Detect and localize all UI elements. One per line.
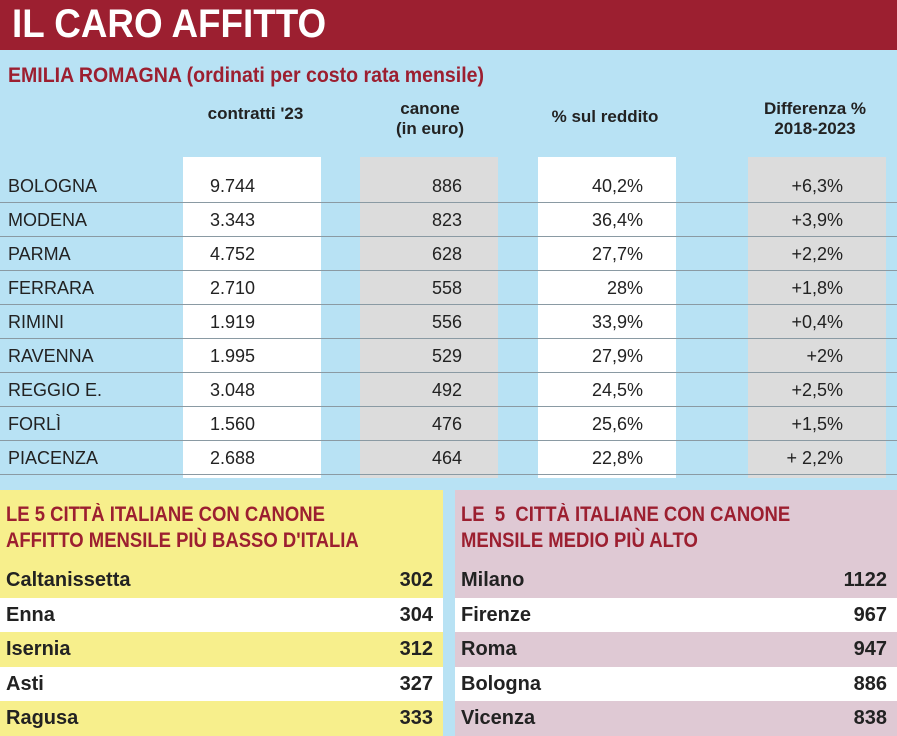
diff-cell: +2%: [806, 346, 843, 366]
canone-cell: 886: [431, 176, 462, 196]
diff-cell: + 2,2%: [786, 448, 843, 468]
column-header-contratti: contratti '23: [207, 104, 304, 123]
reddito-cell: 27,9%: [591, 346, 643, 366]
contratti-cell: 3.343: [210, 210, 256, 230]
column-header-diff: Differenza % 2018-2023: [763, 99, 867, 138]
header-bar: IL CARO AFFITTO: [0, 0, 897, 50]
canone-cell: 476: [431, 414, 462, 434]
table-row: PIACENZA 2.688 464 22,8% + 2,2%: [0, 441, 897, 475]
diff-cell: +2,5%: [791, 380, 843, 400]
reddito-cell: 25,6%: [591, 414, 643, 434]
canone-cell: 823: [431, 210, 462, 230]
contratti-cell: 1.995: [210, 346, 256, 366]
contratti-cell: 4.752: [210, 244, 256, 264]
diff-cell: +2,2%: [791, 244, 843, 264]
rent-value: 302: [399, 569, 433, 591]
reddito-cell: 28%: [606, 278, 643, 298]
city: PIACENZA: [8, 448, 99, 468]
column-reddito-bg: [538, 157, 676, 478]
city: RAVENNA: [8, 346, 94, 366]
lowest-rent-panel: LE 5 CITTÀ ITALIANE CON CANONE AFFITTO M…: [0, 490, 443, 736]
city-name: Firenze: [461, 603, 532, 626]
city-name: Milano: [461, 569, 525, 591]
canone-cell: 558: [431, 278, 462, 298]
page-title: IL CARO AFFITTO: [12, 2, 327, 46]
lowest-title: LE 5 CITTÀ ITALIANE CON CANONE AFFITTO M…: [6, 503, 359, 552]
city: MODENA: [8, 210, 88, 230]
column-header-canone: canone (in euro): [396, 99, 464, 138]
list-item: Milano 1122: [455, 563, 897, 597]
list-item: Isernia 312: [0, 632, 443, 666]
contratti-cell: 1.560: [210, 414, 256, 434]
table-row: RIMINI 1.919 556 33,9% +0,4%: [0, 305, 897, 339]
city: FORLÌ: [8, 414, 62, 434]
list-item: Bologna 886: [455, 666, 897, 701]
city: BOLOGNA: [8, 176, 98, 196]
rent-value: 1122: [843, 569, 887, 591]
rent-value: 967: [853, 603, 887, 626]
contratti-cell: 2.688: [210, 448, 256, 468]
reddito-cell: 33,9%: [591, 312, 643, 332]
diff-cell: +3,9%: [791, 210, 843, 230]
table-row: FORLÌ 1.560 476 25,6% +1,5%: [0, 407, 897, 441]
list-item: Caltanissetta 302: [0, 563, 443, 597]
diff-cell: +6,3%: [791, 176, 843, 196]
rent-value: 312: [399, 638, 433, 660]
column-contratti-bg: [183, 157, 321, 478]
reddito-cell: 36,4%: [591, 210, 643, 230]
city: REGGIO E.: [8, 380, 103, 400]
list-item: Roma 947: [455, 632, 897, 666]
rent-value: 333: [399, 707, 433, 729]
contratti-cell: 3.048: [210, 380, 256, 400]
rent-value: 886: [853, 672, 887, 695]
column-diff-bg: [748, 157, 886, 478]
table-row: MODENA 3.343 823 36,4% +3,9%: [0, 203, 897, 237]
list-item: Vicenza 838: [455, 701, 897, 735]
canone-cell: 492: [431, 380, 462, 400]
rent-value: 327: [399, 672, 433, 695]
city-name: Roma: [461, 638, 517, 660]
city-name: Asti: [6, 672, 44, 695]
diff-cell: +1,5%: [791, 414, 843, 434]
reddito-cell: 24,5%: [591, 380, 643, 400]
table-row: RAVENNA 1.995 529 27,9% +2%: [0, 339, 897, 373]
list-item: Ragusa 333: [0, 701, 443, 735]
reddito-cell: 27,7%: [591, 244, 643, 264]
contratti-cell: 2.710: [210, 278, 256, 298]
highest-title: LE 5 CITTÀ ITALIANE CON CANONE MENSILE M…: [461, 503, 791, 552]
table-row: PARMA 4.752 628 27,7% +2,2%: [0, 237, 897, 271]
city: FERRARA: [8, 278, 95, 298]
rent-value: 838: [853, 707, 887, 729]
canone-cell: 464: [431, 448, 462, 468]
contratti-cell: 1.919: [210, 312, 256, 332]
section-title: EMILIA ROMAGNA (ordinati per costo rata …: [8, 64, 485, 87]
list-item: Firenze 967: [455, 597, 897, 632]
table-row: REGGIO E. 3.048 492 24,5% +2,5%: [0, 373, 897, 407]
city-name: Ragusa: [6, 707, 79, 729]
column-header-reddito: % sul reddito: [551, 107, 659, 126]
rent-value: 304: [399, 603, 433, 626]
reddito-cell: 40,2%: [591, 176, 643, 196]
column-canone-bg: [360, 157, 498, 478]
canone-cell: 628: [431, 244, 462, 264]
city-name: Caltanissetta: [6, 569, 131, 591]
canone-cell: 529: [431, 346, 462, 366]
list-item: Asti 327: [0, 666, 443, 701]
city-name: Isernia: [6, 638, 71, 660]
contratti-cell: 9.744: [210, 176, 256, 196]
city-name: Enna: [6, 603, 55, 626]
city-name: Bologna: [461, 672, 541, 695]
city: PARMA: [8, 244, 71, 264]
rent-value: 947: [853, 638, 887, 660]
table-row: BOLOGNA 9.744 886 40,2% +6,3%: [0, 169, 897, 203]
city: RIMINI: [8, 312, 64, 332]
table-row: FERRARA 2.710 558 28% +1,8%: [0, 271, 897, 305]
city-name: Vicenza: [461, 707, 536, 729]
reddito-cell: 22,8%: [591, 448, 643, 468]
list-item: Enna 304: [0, 597, 443, 632]
highest-rent-panel: LE 5 CITTÀ ITALIANE CON CANONE MENSILE M…: [455, 490, 897, 736]
diff-cell: +1,8%: [791, 278, 843, 298]
canone-cell: 556: [431, 312, 462, 332]
diff-cell: +0,4%: [791, 312, 843, 332]
